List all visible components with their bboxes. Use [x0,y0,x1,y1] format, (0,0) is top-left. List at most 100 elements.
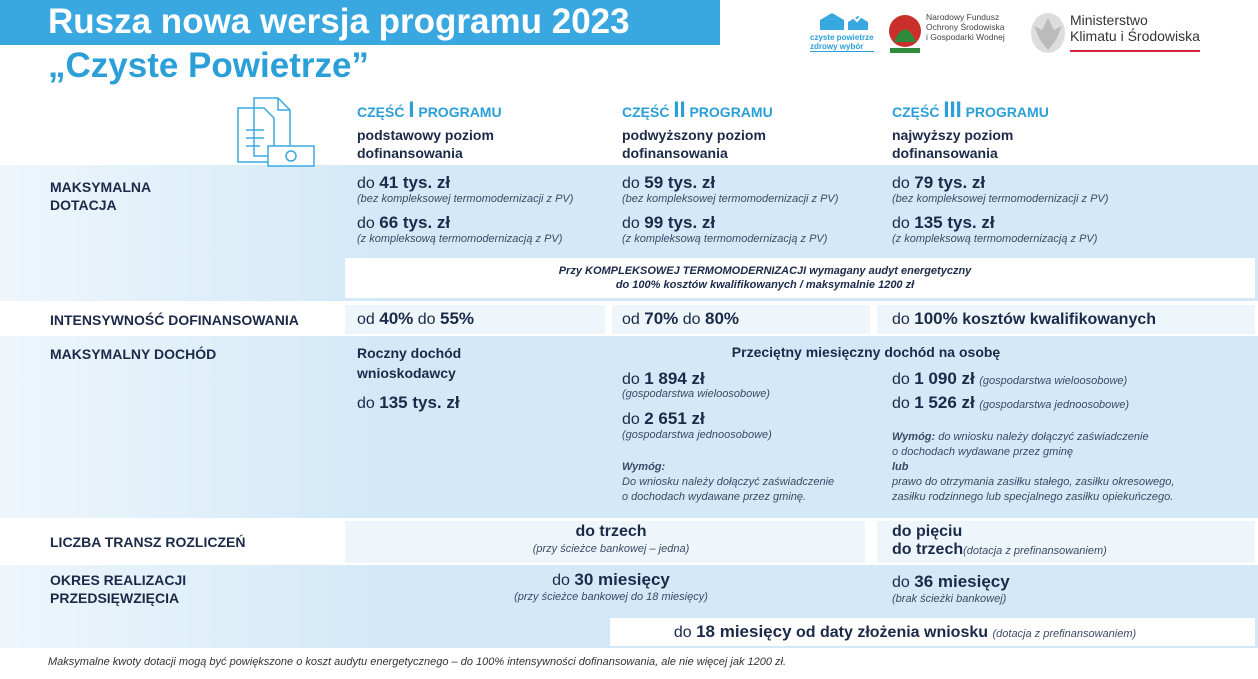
requirement-line: do wniosku należy dołączyć zaświadczenie [938,431,1149,443]
tranches-note: (przy ścieżce bankowej – jedna) [532,543,690,555]
logo-line: Narodowy Fundusz [926,12,1000,22]
title-line: Roczny dochód [357,345,462,361]
logo-icon [820,13,868,30]
part: CZĘŚĆ [622,104,670,120]
income-note: (gospodarstwa wieloosobowe) [622,388,770,400]
grant-amount: do 59 tys. zł [622,173,715,193]
logo-line: Ministerstwo [1070,12,1148,28]
program: PROGRAMU [418,104,502,120]
requirement-line: lub [892,461,909,473]
note-line: do 100% kosztów kwalifikowanych / maksym… [615,279,915,291]
row-label: OKRES REALIZACJI PRZEDSIĘWZIĘCIA [50,571,186,607]
footer: Maksymalne kwoty dotacji mogą być powięk… [48,656,787,668]
prefix: do [892,395,910,412]
grant-amount: do 79 tys. zł [892,173,985,193]
prefix: do [622,371,640,388]
logo-line: zdrowy wybór [810,42,874,52]
tranches-value: do trzech(dotacja z prefinansowaniem) [892,541,1107,559]
label-line: DOTACJA [50,197,117,213]
income-note: (gospodarstwa jednoosobowe) [979,399,1130,411]
program: PROGRAMU [689,104,773,120]
grant-amount: do 135 tys. zł [892,213,995,233]
label-line: PRZEDSIĘWZIĘCIA [50,590,180,606]
row-label: INTENSYWNOŚĆ DOFINANSOWANIA [50,312,299,328]
period-amount: do 30 miesięcy [552,570,670,590]
column-header: CZĘŚĆ III PROGRAMU [892,99,1049,121]
title-line: wnioskodawcy [357,365,456,381]
amount: 135 tys. zł [379,393,460,412]
amount: 30 miesięcy [574,570,670,589]
numeral: II [673,97,686,122]
desc-line: dofinansowania [357,145,463,161]
grant-amount: do 66 tys. zł [357,213,450,233]
period-note: (przy ścieżce bankowej do 18 miesięcy) [514,591,708,603]
prefix: do [622,215,640,232]
period-prefinanced: do 18 miesięcy od daty złożenia wniosku … [674,622,1136,642]
row-label: LICZBA TRANSZ ROZLICZEŃ [50,534,246,550]
intensity: od 70% do 80% [622,309,739,329]
numeral: III [943,97,962,122]
income-amount: do 1 894 zł [622,369,705,389]
amount: 80% [704,309,740,328]
intensity: do 100% kosztów kwalifikowanych [892,309,1156,329]
desc-line: dofinansowania [622,145,728,161]
grant-amount: do 41 tys. zł [357,173,450,193]
prefix: do [673,624,692,641]
intensity: od 40% do 55% [357,309,474,329]
amount: 99 tys. zł [644,213,716,232]
desc-line: podwyższony poziom [622,127,766,143]
prefix: do [892,215,910,232]
part: CZĘŚĆ [357,104,405,120]
cell-bg [877,521,1255,563]
note-line: Przy KOMPLEKSOWEJ TERMOMODERNIZACJI wyma… [558,265,972,277]
numeral: I [408,97,415,122]
prefix: do [892,175,910,192]
requirement: Wymóg: Do wniosku należy dołączyć zaświad… [622,460,834,505]
program: PROGRAMU [965,104,1049,120]
amount: 135 tys. zł [914,213,995,232]
text: kosztów kwalifikowanych [962,311,1157,328]
prefix: od [357,311,375,328]
income-amount: do 1 090 zł (gospodarstwa wieloosobowe) [892,369,1127,389]
logo-icon [1031,13,1065,53]
amount: 55% [439,309,475,328]
column-desc: najwyższy poziom dofinansowania [892,126,1013,162]
desc-line: podstawowy poziom [357,127,494,143]
label-line: MAKSYMALNA [50,179,152,195]
grant-note: Przy KOMPLEKSOWEJ TERMOMODERNIZACJI wyma… [559,264,972,292]
part: CZĘŚĆ [892,104,940,120]
requirement-line: o dochodach wydawane przez gminę. [622,491,807,503]
income-note: (gospodarstwa jednoosobowe) [622,429,772,441]
prefix: do [552,572,570,589]
amount: 40% [379,309,414,328]
column-desc: podstawowy poziom dofinansowania [357,126,494,162]
grant-note: (bez kompleksowej termomodernizacji z PV… [892,193,1109,205]
title-bar [0,0,720,45]
cell-bg [612,305,870,334]
requirement-line: prawo do otrzymania zasiłku stałego, zas… [892,476,1175,488]
column-desc: podwyższony poziom dofinansowania [622,126,766,162]
row-label: MAKSYMALNY DOCHÓD [50,346,217,362]
cell-bg [345,521,865,563]
period-amount: do 36 miesięcy [892,572,1010,592]
grant-note: (bez kompleksowej termomodernizacji z PV… [622,193,839,205]
grant-note: (bez kompleksowej termomodernizacji z PV… [357,193,574,205]
logo-line: Klimatu i Środowiska [1070,28,1200,44]
cell-bg [345,305,605,334]
note-box [610,618,1255,646]
amount: 1 526 zł [914,393,975,412]
grant-note: (z kompleksową termomodernizacją z PV) [892,233,1098,245]
tranches-value: do pięciu [892,523,963,540]
prefix: do [622,175,640,192]
prefix: do [417,311,436,328]
prefix: do [357,175,375,192]
title: Rusza nowa wersja programu 2023 [48,2,630,41]
cell-bg [877,305,1255,334]
amount: 1 090 zł [914,369,975,388]
logo-line: i Gospodarki Wodnej [926,32,1005,42]
prefix: do [622,411,640,428]
text: od daty złożenia wniosku [796,624,989,641]
income-amount: do 2 651 zł [622,409,705,429]
prefix: do [892,371,910,388]
